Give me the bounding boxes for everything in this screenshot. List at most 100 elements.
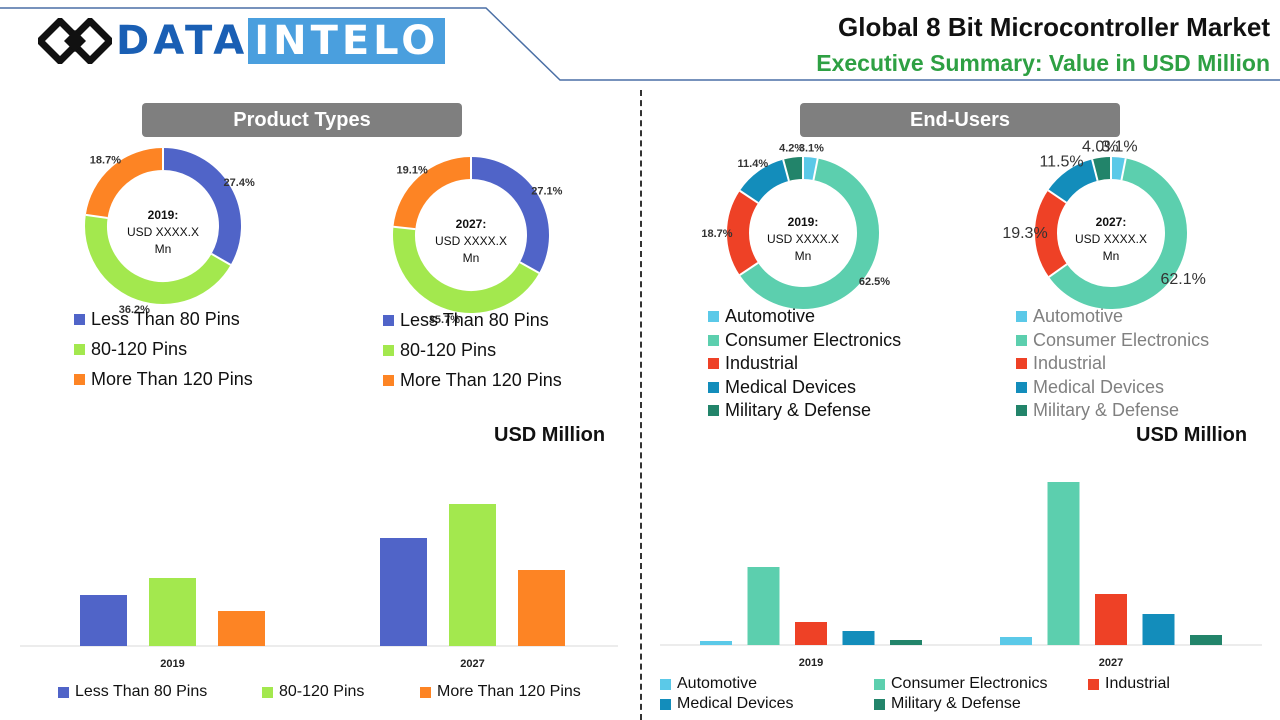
donut-center-label: USD XXXX.X [435,234,507,248]
legend-label: Medical Devices [1033,376,1165,397]
slice-separator [1047,189,1067,204]
bar [518,570,565,646]
donut-chart: 27.4% 36.2% 18.7% 2019: USD XXXX.X Mn [85,148,255,316]
legend-label: Automotive [725,306,816,327]
legend-item: 80-120 Pins [74,334,253,364]
legend-label: 80-120 Pins [279,683,365,700]
donut-center-label: 2027: [456,217,487,231]
header-decoration [0,7,1280,81]
slice-separator [211,253,232,266]
legend-label: Consumer Electronics [891,675,1048,692]
legend-swatch [1088,678,1099,690]
bar [700,641,732,645]
legend-item: More Than 120 Pins [74,364,253,394]
legend-label: Medical Devices [725,376,857,397]
legend-swatch [1016,405,1027,417]
legend-swatch [708,381,719,393]
donut-center-label: USD XXXX.X [127,225,199,239]
end-users-header: End-Users [800,103,1120,137]
product-legend-2019: Less Than 80 Pins 80-120 Pins More Than … [74,304,253,394]
legend-swatch [74,343,85,355]
donut-chart: 3.1% 62.5% 18.7% 11.4% 4.2% 2019: USD XXXX.X Mn [701,142,890,309]
legend-swatch [383,314,394,326]
legend-swatch [58,686,69,698]
legend-item: More Than 120 Pins [420,682,581,702]
slice-label: 36.2% [119,304,150,316]
slice-label: 18.7% [90,154,121,166]
legend-item: 80-120 Pins [383,335,562,365]
legend-label: 80-120 Pins [91,338,188,359]
bar [1047,482,1080,645]
bar [1000,637,1032,645]
section-divider [640,90,642,720]
donut-slice [1048,158,1187,309]
page-title: Global 8 Bit Microcontroller Market [838,12,1270,42]
legend-swatch [660,678,671,690]
legend-swatch [74,373,85,385]
enduser-bar-legend: Automotive Consumer Electronics Industri… [660,674,1220,714]
legend-label: Consumer Electronics [725,329,902,350]
bar [1095,594,1127,645]
slice-label: 62.1% [1160,271,1205,288]
legend-swatch [383,344,394,356]
donut-slice [727,190,759,276]
bar [80,595,127,646]
slice-separator [812,158,819,181]
slice-label: 11.5% [1039,154,1083,171]
logo-icon [38,18,112,64]
legend-label: Automotive [1033,306,1124,327]
legend-item: Less Than 80 Pins [383,305,562,335]
donut-slice [739,158,879,309]
donut-center-label: 2019: [148,208,179,222]
legend-label: Less Than 80 Pins [400,309,549,330]
bar [449,504,496,646]
slice-separator [1091,159,1099,181]
slice-separator [739,189,759,204]
x-tick-label: 2027 [460,658,484,670]
donut-center-label: 2019: [788,215,819,229]
legend-label: Military & Defense [1033,400,1180,421]
slice-label: 4.0% [1082,139,1118,156]
legend-swatch [1016,311,1027,323]
legend-item: More Than 120 Pins [383,365,562,395]
donut-center-label: USD XXXX.X [1075,232,1147,246]
product-bar-legend: Less Than 80 Pins 80-120 Pins More Than … [58,682,581,702]
legend-swatch [420,686,431,698]
legend-label: Industrial [725,353,799,374]
legend-item: Industrial [1016,352,1209,376]
donut-slice [1048,159,1099,204]
slice-label: 3.1% [1101,138,1137,155]
legend-label: More Than 120 Pins [91,368,253,389]
donut-slice [393,157,472,230]
product-legend-2027: Less Than 80 Pins 80-120 Pins More Than … [383,305,562,395]
enduser-legend-2019: Automotive Consumer Electronics Industri… [708,305,901,423]
slice-label: 35.7% [429,314,460,326]
legend-swatch [708,334,719,346]
slice-label: 19.1% [397,165,428,177]
bar [747,567,780,645]
legend-item: Consumer Electronics [1016,329,1209,353]
legend-label: Less Than 80 Pins [91,308,240,329]
legend-label: Automotive [677,675,758,692]
x-tick-label: 2019 [799,657,823,669]
donut-center-label: Mn [1103,249,1120,263]
logo-part-2: INTELO [248,18,446,64]
slice-separator [1120,158,1127,181]
legend-swatch [874,698,885,710]
bar [218,611,265,646]
product-types-header: Product Types [142,103,462,137]
legend-swatch [708,311,719,323]
legend-item: Medical Devices [660,694,874,714]
donut-slice [1035,190,1068,277]
donut-chart: 27.1% 35.7% 19.1% 2027: USD XXXX.X Mn [393,157,563,326]
legend-item: Automotive [1016,305,1209,329]
legend-label: 80-120 Pins [400,339,497,360]
slice-label: 3.1% [799,142,824,154]
legend-item: Military & Defense [708,399,901,423]
legend-item: 80-120 Pins [262,682,420,702]
donut-slice [162,148,241,265]
slice-separator [739,262,759,276]
slice-separator [519,261,540,274]
slice-label: 11.4% [738,158,769,170]
bar [795,622,827,645]
